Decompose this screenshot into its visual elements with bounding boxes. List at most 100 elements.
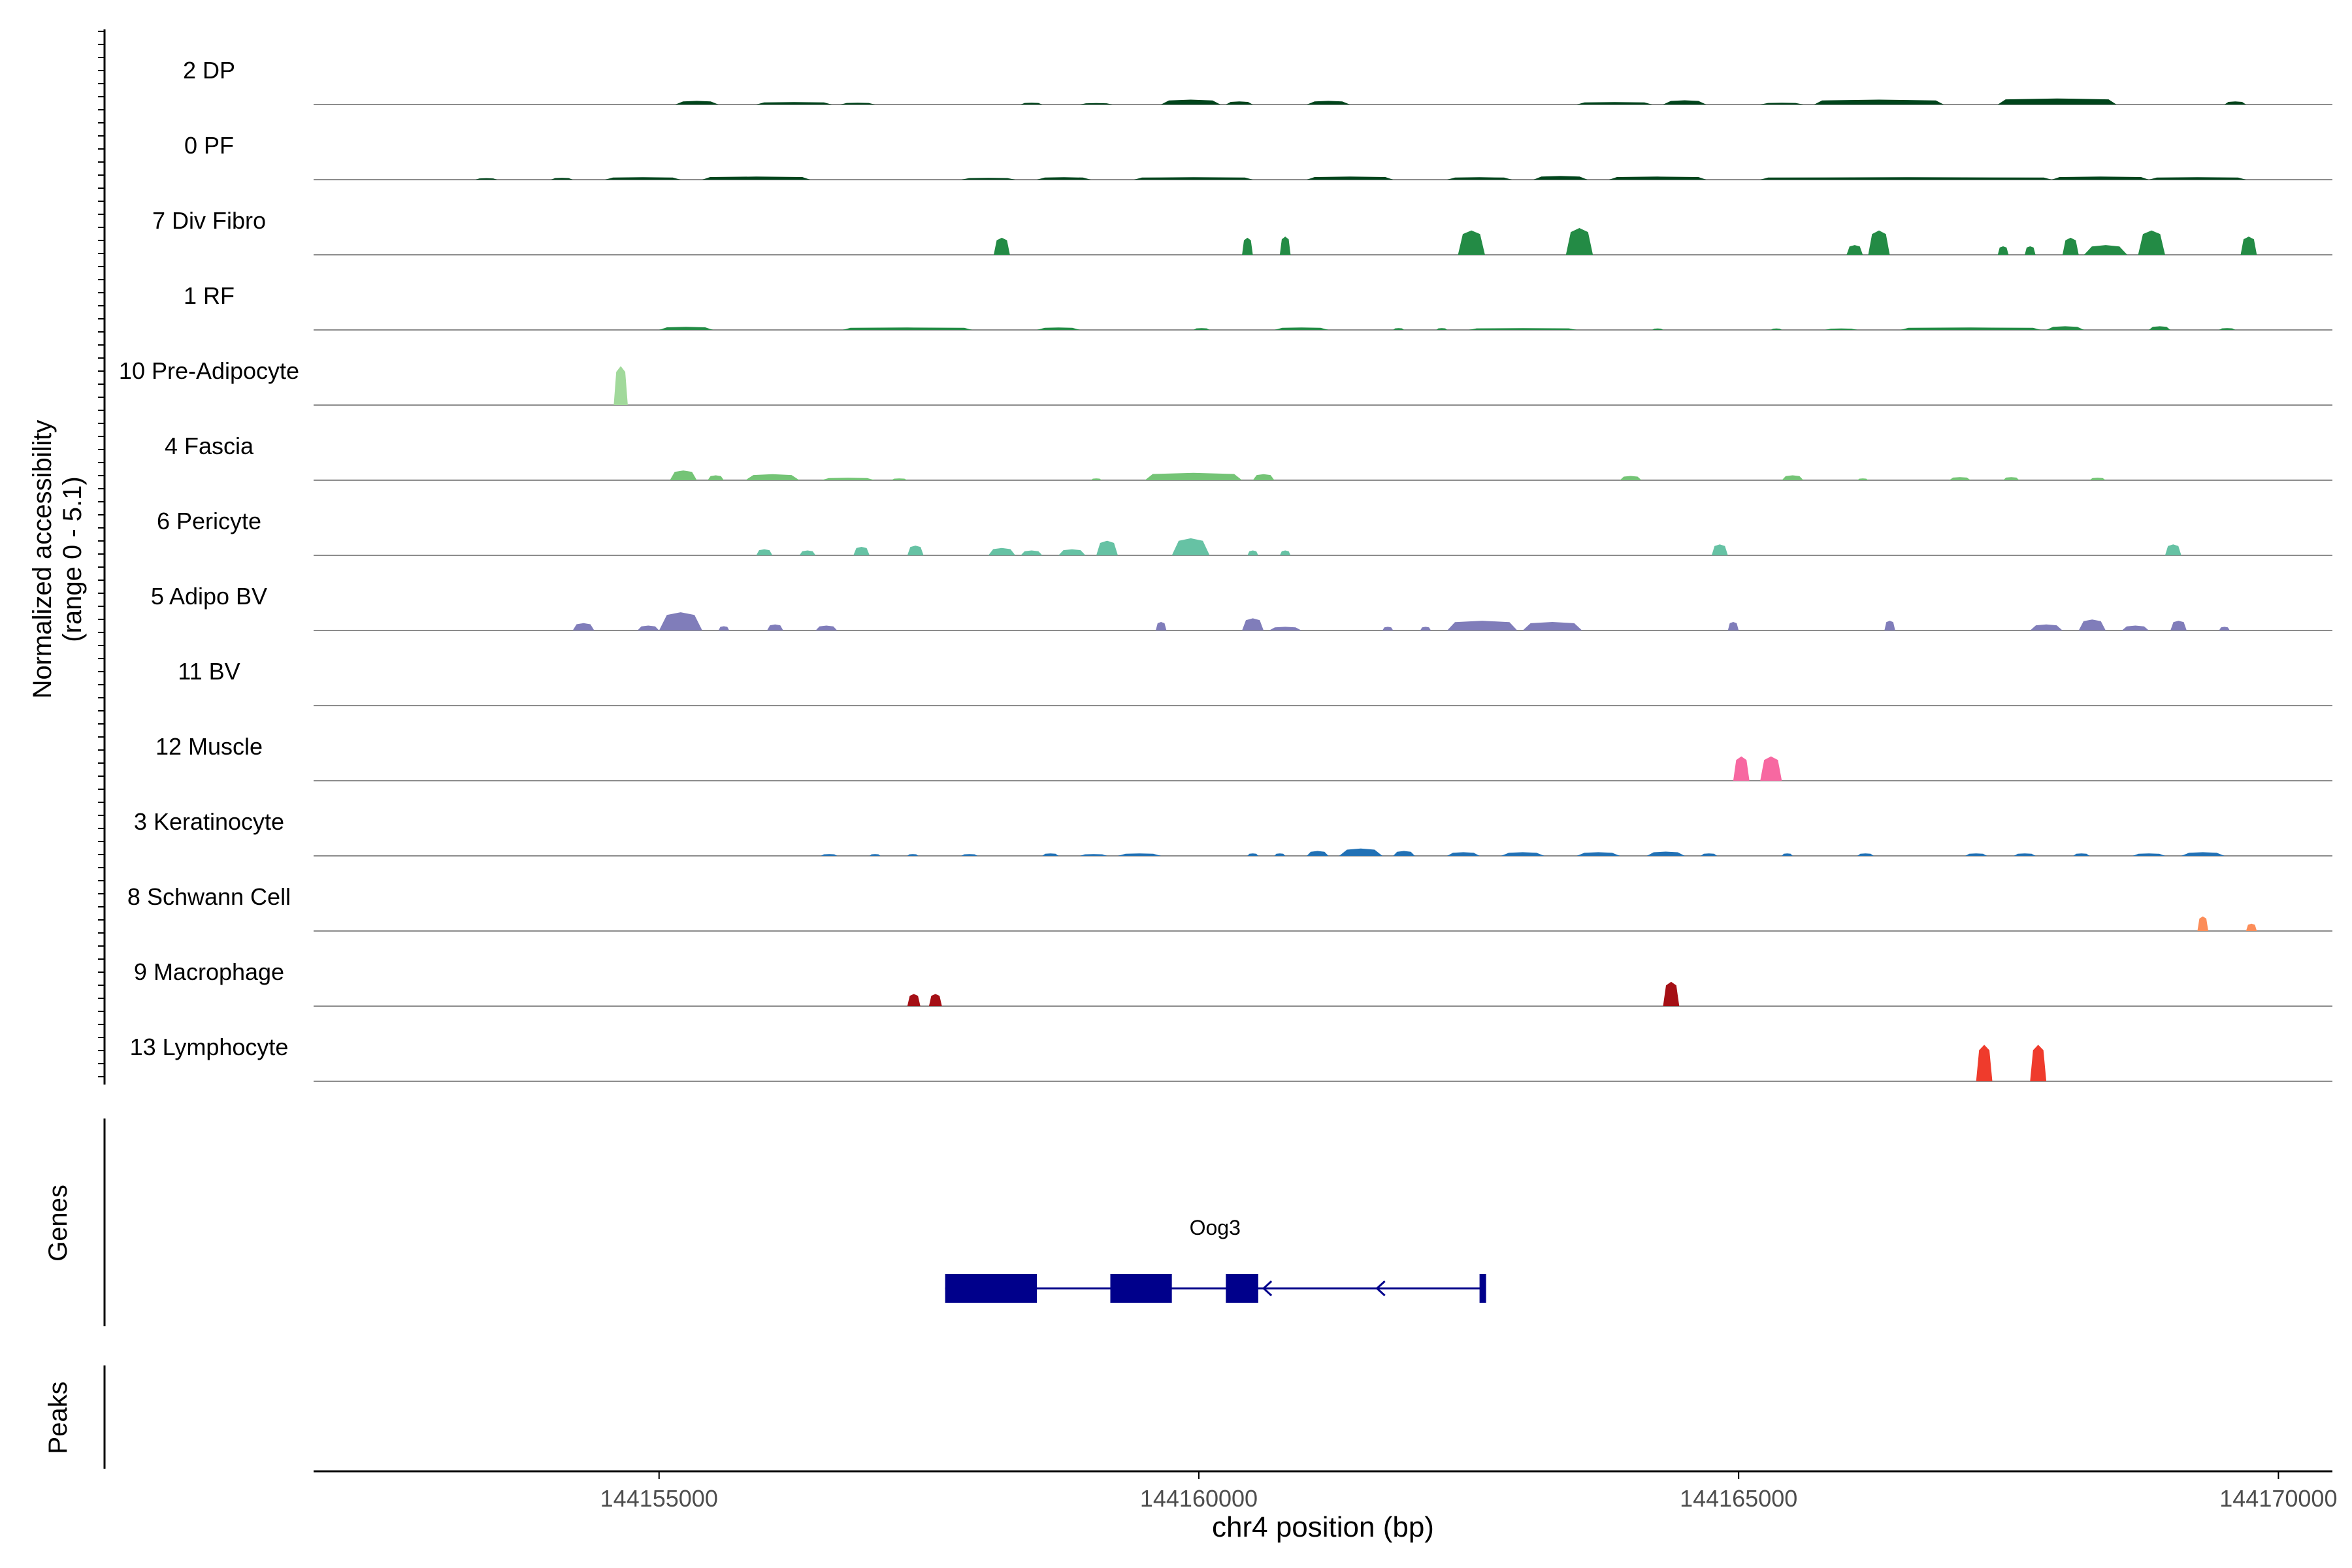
coverage-peak [1447, 177, 1512, 180]
coverage-peak [2149, 177, 2246, 180]
coverage-peak [2078, 619, 2106, 630]
coverage-peak [659, 327, 713, 330]
coverage-peak [551, 178, 573, 180]
track-label: 0 PF [184, 132, 234, 159]
coverage-peak [1279, 237, 1291, 255]
track-label: 9 Macrophage [134, 958, 284, 985]
coverage-peak [1021, 103, 1043, 105]
peaks-panel-label: Peaks [44, 1381, 73, 1454]
coverage-peak [988, 547, 1016, 555]
track-label: 1 RF [184, 282, 235, 309]
coverage-peak [2149, 326, 2171, 330]
coverage-panel-ticks [98, 31, 105, 1077]
coverage-peak [1447, 852, 1480, 856]
coverage-peak [928, 994, 942, 1006]
coverage-peak [961, 178, 1016, 180]
coverage-peak [2246, 923, 2257, 931]
coverage-peak [907, 546, 924, 555]
coverage-peak [2219, 627, 2230, 630]
coverage-peak [2164, 544, 2181, 555]
coverage-peak [1193, 328, 1210, 330]
coverage-peak [1307, 176, 1394, 180]
coverage-peak [1247, 550, 1258, 555]
coverage-peak [1949, 477, 1971, 480]
coverage-peak [1226, 101, 1253, 105]
track-label: 8 Schwann Cell [127, 883, 291, 910]
coverage-peak [659, 612, 702, 630]
coverage-peak [1701, 853, 1718, 856]
coverage-peak [1976, 1045, 1993, 1081]
coverage-peak [1161, 99, 1220, 105]
coverage-peak [1382, 627, 1394, 630]
coverage-peak [1814, 99, 1944, 105]
track-label: 7 Div Fibro [152, 207, 266, 234]
coverage-peak [842, 327, 972, 330]
genes-panel-label: Genes [44, 1184, 73, 1262]
coverage-peak [1997, 98, 2117, 105]
coverage-peak [767, 624, 783, 630]
coverage-peak [1533, 176, 1588, 180]
track-0: 2 DP [183, 57, 2332, 105]
coverage-peak [815, 625, 838, 630]
coverage-peak [799, 550, 816, 555]
coverage-peak [1339, 848, 1382, 856]
coverage-peak [1884, 621, 1895, 630]
coverage-peak [718, 626, 730, 630]
coverage-peak [1436, 328, 1447, 330]
coverage-peak [1782, 853, 1793, 856]
coverage-peak [1090, 478, 1102, 480]
coverage-peak [1447, 621, 1518, 630]
strand-arrow [1375, 1280, 1386, 1297]
y-axis-label-line2: (range 0 - 5.1) [58, 476, 87, 642]
coverage-peak [1997, 246, 2009, 255]
coverage-peak [2132, 853, 2165, 856]
coverage-peak [870, 854, 881, 856]
coverage-peak [1565, 228, 1593, 255]
track-4: 10 Pre-Adipocyte [119, 357, 2332, 406]
coverage-peak [1771, 328, 1782, 330]
coverage-peak [1620, 476, 1642, 480]
coverage-peak [1727, 622, 1739, 630]
gene-exon [945, 1274, 1037, 1303]
coverage-peak [613, 366, 628, 405]
coverage-peak [821, 478, 875, 480]
coverage-peak [1080, 103, 1113, 105]
coverage-peak [1609, 176, 1707, 180]
track-label: 4 Fascia [165, 433, 254, 459]
coverage-peak [1760, 103, 1804, 105]
coverage-peak [1021, 550, 1043, 555]
coverage-peak [1096, 540, 1118, 555]
coverage-peak [756, 549, 773, 555]
coverage-peak [1058, 549, 1086, 555]
track-2: 7 Div Fibro [152, 207, 2332, 255]
gene-track: Oog3 [945, 1216, 1486, 1303]
coverage-peak [1393, 328, 1404, 330]
coverage-peak [1760, 756, 1782, 781]
coverage-peak [1501, 852, 1544, 856]
coverage-tracks: 2 DP 0 PF 7 Div Fibro 1 RF 10 Pre-Adipocyte 4… [119, 57, 2332, 1082]
x-tick-label: 144160000 [1140, 1485, 1258, 1512]
coverage-peak [907, 994, 921, 1006]
gene-name-label: Oog3 [1190, 1216, 1241, 1239]
coverage-peak [756, 102, 832, 105]
coverage-peak [1868, 230, 1890, 255]
coverage-peak [1420, 627, 1431, 630]
coverage-peak [2030, 624, 2063, 630]
coverage-peak [637, 625, 659, 630]
x-tick-label: 144165000 [1680, 1485, 1797, 1512]
x-tick-label: 144170000 [2219, 1485, 2337, 1512]
track-5: 4 Fascia [165, 433, 2332, 481]
track-label: 12 Muscle [155, 733, 263, 760]
x-tick-label: 144155000 [600, 1485, 718, 1512]
coverage-peak [1307, 101, 1350, 105]
coverage-peak [1663, 100, 1707, 105]
gene-exon [1226, 1274, 1258, 1303]
coverage-peak [745, 474, 800, 480]
coverage-peak [1145, 472, 1243, 480]
coverage-peak [821, 854, 838, 856]
x-axis-label: chr4 position (bp) [1212, 1511, 1434, 1543]
track-11: 8 Schwann Cell [127, 883, 2332, 932]
coverage-peak [1269, 627, 1301, 630]
coverage-peak [1857, 478, 1869, 480]
